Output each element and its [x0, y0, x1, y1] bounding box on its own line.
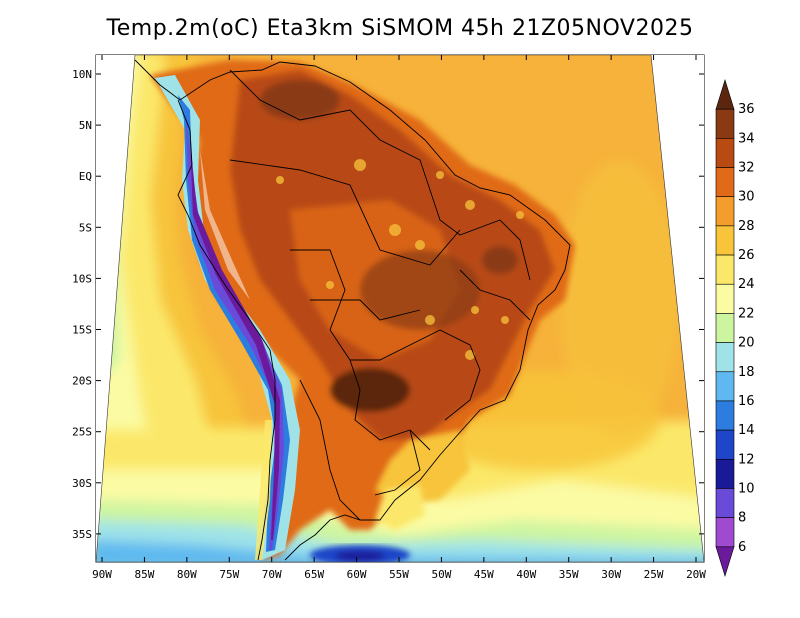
y-tick-label: 10S — [72, 272, 92, 285]
colorbar-segment — [715, 254, 735, 285]
x-tick-label: 25W — [644, 568, 664, 581]
colorbar-label: 18 — [738, 365, 755, 380]
colorbar-label: 8 — [738, 511, 746, 526]
atlantic-light-zone — [560, 160, 680, 440]
y-tick-label: 30S — [72, 477, 92, 490]
border-paraguay — [349, 359, 431, 451]
colorbar-segment — [715, 138, 735, 168]
pacific-coastline — [177, 99, 276, 561]
colorbar-label: 16 — [738, 394, 755, 409]
x-tick-label: 60W — [347, 568, 367, 581]
hot-core-northeast — [482, 246, 518, 274]
colorbar-segment — [715, 371, 735, 402]
y-tick-label: 25S — [72, 426, 92, 439]
y-tick-label: EQ — [79, 170, 92, 183]
y-tick-label: 35S — [72, 528, 92, 541]
x-tick-label: 50W — [431, 568, 451, 581]
colorbar-segment — [715, 458, 735, 489]
atlantic-coastline — [134, 59, 571, 561]
border-argentina-chile — [299, 379, 361, 521]
border-bolivia — [290, 249, 441, 361]
colorbar-label: 10 — [738, 481, 755, 496]
x-tick-label: 85W — [134, 568, 154, 581]
colorbar-segment — [715, 225, 735, 256]
colorbar-segment — [715, 196, 735, 227]
colorbar-label: 6 — [738, 540, 746, 555]
south-brazil-cool — [375, 430, 470, 505]
x-tick-label: 80W — [177, 568, 197, 581]
y-tick-label: 5N — [79, 119, 92, 132]
convective-spots — [276, 159, 524, 360]
hot-core-chaco — [330, 368, 410, 412]
colorbar-segment — [715, 283, 735, 314]
andes-cold-strip — [155, 75, 300, 560]
y-tick-label: 20S — [72, 375, 92, 388]
x-tick-label: 30W — [601, 568, 621, 581]
y-tick-label: 15S — [72, 324, 92, 337]
colorbar: 36 34 32 30 28 26 24 22 20 18 16 14 12 10 8 6 — [715, 78, 755, 578]
x-tick-label: 55W — [389, 568, 409, 581]
colorbar-segment — [715, 488, 735, 518]
y-tick-label: 5S — [79, 221, 92, 234]
x-axis: 90W 85W 80W 75W 70W 65W 60W 55W 50W 45W 40W 35W 30W 2… — [92, 55, 706, 581]
colorbar-bottom-arrow — [715, 546, 735, 578]
colorbar-label: 32 — [738, 161, 755, 176]
border-uruguay — [374, 429, 421, 496]
chile-coast — [255, 420, 272, 560]
x-tick-label: 20W — [686, 568, 706, 581]
x-tick-label: 90W — [92, 568, 112, 581]
colorbar-segment — [715, 517, 735, 548]
border-peru-brazil — [229, 159, 461, 266]
colorbar-segment — [715, 313, 735, 343]
colorbar-segment — [715, 342, 735, 373]
border-ne-states — [419, 159, 531, 281]
border-venezuela-colombia — [229, 69, 421, 161]
colorbar-label: 24 — [738, 277, 755, 292]
colorbar-segment — [715, 429, 735, 460]
colorbar-segment — [715, 108, 735, 139]
y-axis: 10N 5N EQ 5S 10S 15S 20S 25S 30S 35S — [72, 68, 704, 541]
colorbar-segment — [715, 167, 735, 198]
colorbar-segment — [715, 400, 735, 431]
border-bahia — [459, 269, 531, 321]
border-se-states — [439, 329, 481, 421]
colorbar-label: 14 — [738, 423, 755, 438]
x-tick-label: 70W — [262, 568, 282, 581]
colorbar-label: 26 — [738, 248, 755, 263]
colorbar-label: 12 — [738, 452, 755, 467]
colorbar-label: 36 — [738, 102, 755, 117]
x-tick-label: 35W — [559, 568, 579, 581]
colorbar-label: 20 — [738, 336, 755, 351]
map-title: Temp.2m(oC) Eta3km SiSMOM 45h 21Z05NOV20… — [106, 16, 694, 41]
y-tick-label: 10N — [72, 68, 92, 81]
colorbar-top-arrow — [715, 78, 735, 110]
border-inner-1 — [310, 299, 421, 321]
x-tick-label: 45W — [474, 568, 494, 581]
x-tick-label: 40W — [516, 568, 536, 581]
hot-core-central — [360, 250, 480, 330]
colorbar-label: 34 — [738, 131, 755, 146]
colorbar-label: 28 — [738, 219, 755, 234]
cold-spot-core — [335, 551, 385, 561]
x-tick-label: 75W — [219, 568, 239, 581]
colorbar-label: 30 — [738, 190, 755, 205]
domain-outline — [95, 54, 705, 563]
colorbar-label: 22 — [738, 306, 755, 321]
coastline-borders — [134, 59, 571, 561]
x-tick-label: 65W — [304, 568, 324, 581]
uruguay-cool — [375, 485, 425, 530]
